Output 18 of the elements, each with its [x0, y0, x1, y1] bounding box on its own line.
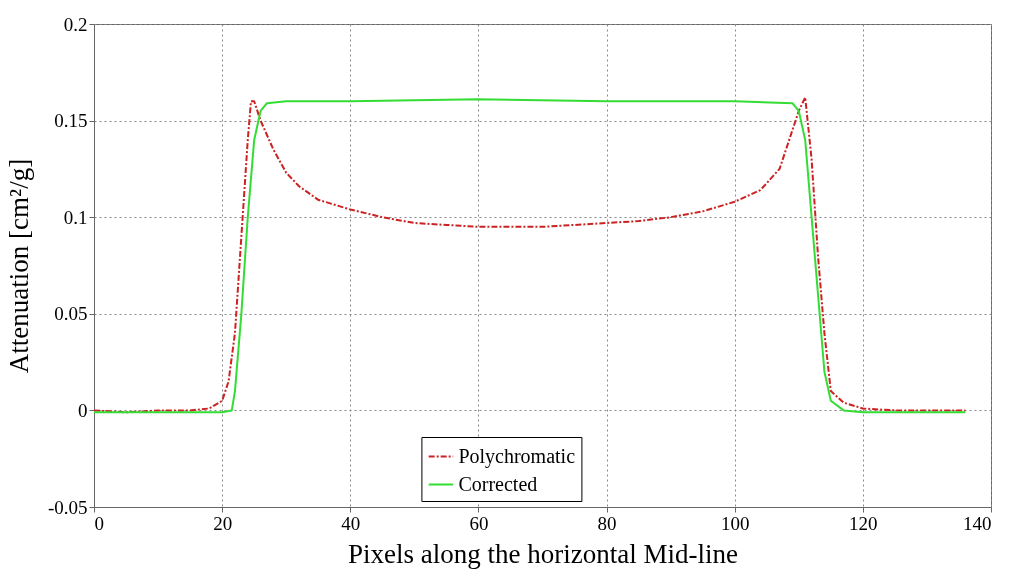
y-tick-label: 0.15 — [54, 110, 88, 132]
legend-label: Polychromatic — [458, 444, 576, 468]
x-tick-label: 40 — [341, 512, 361, 534]
x-tick-label: 20 — [213, 512, 233, 534]
x-tick-label: 80 — [597, 512, 617, 534]
x-tick-label: 0 — [94, 512, 104, 534]
y-axis-title: Attenuation [cm²/g] — [3, 158, 34, 374]
y-tick-label: 0 — [78, 399, 88, 421]
x-tick-label: 100 — [720, 512, 750, 534]
y-tick-label: -0.05 — [47, 496, 88, 518]
x-tick-label: 60 — [469, 512, 489, 534]
x-tick-label: 140 — [963, 512, 992, 534]
y-tick-label: 0.1 — [63, 206, 88, 228]
x-tick-label: 120 — [849, 512, 878, 534]
y-tick-label: 0.05 — [54, 303, 88, 325]
y-tick-label: 0.2 — [63, 13, 88, 35]
x-axis-title: Pixels along the horizontal Mid-line — [348, 538, 738, 569]
legend-label: Corrected — [458, 472, 538, 495]
